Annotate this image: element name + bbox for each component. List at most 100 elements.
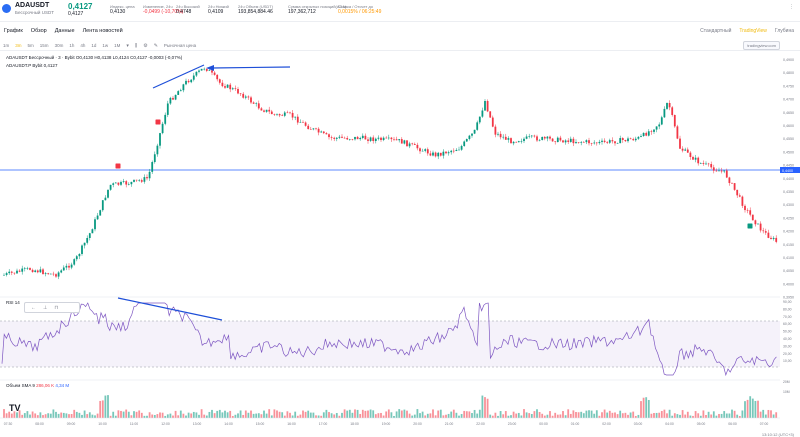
volume-bar	[572, 410, 575, 418]
arrow-tool-icon[interactable]: ←	[31, 304, 36, 311]
tab-1[interactable]: Обзор	[30, 28, 47, 34]
view-mode-0[interactable]: Стандартный	[700, 28, 732, 34]
volume-bar	[632, 411, 635, 418]
drawing-tools-panel[interactable]: ← ⊥ ⊓	[24, 302, 80, 313]
timeframe-1m[interactable]: 1m	[3, 43, 10, 48]
candle-body	[491, 117, 494, 127]
volume-bar	[437, 410, 440, 418]
symbol-selector[interactable]: ADAUSDT Бессрочный USDT	[2, 2, 54, 16]
candle-body	[307, 125, 310, 130]
candle-body	[494, 126, 497, 135]
candle-body	[127, 184, 130, 185]
candle-body	[296, 116, 299, 123]
ruler-tool-icon[interactable]: ⊥	[43, 304, 48, 311]
candle-body	[62, 267, 65, 271]
settings-icon[interactable]: ⚙	[143, 42, 148, 49]
volume-bar	[715, 415, 718, 418]
timeframe-3m[interactable]: 3m	[15, 43, 22, 48]
volume-bar	[577, 412, 580, 418]
candle-body	[577, 142, 580, 143]
tradingview-badge[interactable]: tradingview.com	[743, 41, 780, 50]
candle-body	[455, 149, 458, 151]
candle-body	[255, 103, 258, 104]
dropdown-icon[interactable]: ▾	[126, 42, 129, 49]
price-axis-label: 0,4650	[783, 111, 794, 115]
volume-bar	[278, 411, 281, 418]
timeframe-30m[interactable]: 30m	[54, 43, 64, 48]
volume-bar	[179, 410, 182, 418]
candle-body	[143, 177, 146, 182]
candle-body	[216, 74, 219, 80]
volume-bar	[333, 414, 336, 418]
volume-bar	[120, 410, 122, 418]
candle-body	[762, 230, 765, 232]
candle-body	[42, 269, 44, 275]
hline-label: 0,4400	[782, 169, 793, 173]
volume-bar	[452, 409, 455, 418]
timeframe-4h[interactable]: 4h	[80, 43, 86, 48]
volume-bar	[164, 415, 167, 418]
volume-bar	[525, 412, 528, 418]
timeframe-1M[interactable]: 1M	[114, 43, 121, 48]
candle-body	[304, 122, 307, 126]
tab-3[interactable]: Лента новостей	[82, 28, 123, 34]
tab-0[interactable]: График	[4, 28, 23, 34]
timeframe-5m[interactable]: 5m	[27, 43, 34, 48]
indicators-icon[interactable]: ⫼	[134, 42, 138, 49]
volume-bar	[598, 415, 601, 418]
rsi-axis-label: 90,00	[783, 300, 792, 304]
trendline-rsi-down	[117, 297, 223, 321]
volume-bar	[403, 409, 406, 418]
stat-label: 24ч Высокий	[176, 4, 200, 9]
timeframe-1d[interactable]: 1d	[91, 43, 97, 48]
menu-icon[interactable]: ⋮	[789, 4, 794, 10]
volume-bar	[224, 410, 226, 418]
market-price-toggle[interactable]: Рыночная цена	[163, 43, 197, 48]
volume-bar	[627, 414, 629, 418]
candle-body	[679, 138, 681, 149]
candle-body	[731, 183, 733, 184]
candle-body	[640, 136, 642, 137]
candle-body	[663, 108, 666, 118]
candle-body	[533, 135, 536, 137]
price-chart[interactable]: 0,4900 0,4800 0,4750 0,4700 0,4650 0,4600 0,45…	[0, 53, 800, 437]
shape-tool-icon[interactable]: ⊓	[54, 304, 59, 311]
chart-toolbar: 1m 3m 5m 15m 30m 1h 4h 1d 1w 1M ▾ ⫼ ⚙ ✎ Рыночная цена	[0, 41, 800, 51]
candle-body	[627, 138, 629, 142]
candle-body	[486, 101, 489, 112]
volume-bar	[749, 396, 752, 418]
time-axis-label: 21:00	[445, 422, 454, 426]
volume-bar	[554, 412, 557, 418]
volume-bar	[619, 410, 622, 418]
stat-value: 0,0015% / 06:25:49	[338, 9, 382, 15]
candle-body	[426, 149, 429, 154]
volume-bar	[530, 414, 533, 418]
candle-body	[549, 136, 551, 139]
timeframe-1h[interactable]: 1h	[69, 43, 75, 48]
volume-bar	[205, 415, 208, 418]
candle-body	[148, 171, 151, 179]
volume-bar	[237, 413, 239, 418]
volume-bar	[109, 415, 112, 418]
timeframe-1w[interactable]: 1w	[102, 43, 109, 48]
volume-bar	[377, 413, 380, 418]
volume-bar	[629, 412, 632, 418]
timeframe-15m[interactable]: 15m	[39, 43, 49, 48]
view-mode-2[interactable]: Глубина	[774, 28, 794, 34]
tab-2[interactable]: Данные	[54, 28, 75, 34]
volume-bar	[177, 415, 180, 418]
volume-bar	[359, 413, 362, 418]
volume-bar	[192, 411, 195, 418]
volume-bar	[465, 411, 468, 418]
candle-body	[333, 137, 336, 139]
volume-bar	[738, 415, 741, 418]
view-mode-1[interactable]: TradingView	[739, 28, 767, 34]
draw-icon[interactable]: ✎	[153, 42, 158, 49]
candle-body	[57, 272, 60, 277]
candle-body	[551, 138, 554, 142]
candle-body	[575, 142, 577, 144]
time-axis-label: 16:00	[287, 422, 296, 426]
candle-body	[593, 142, 596, 144]
candle-body	[68, 265, 70, 268]
